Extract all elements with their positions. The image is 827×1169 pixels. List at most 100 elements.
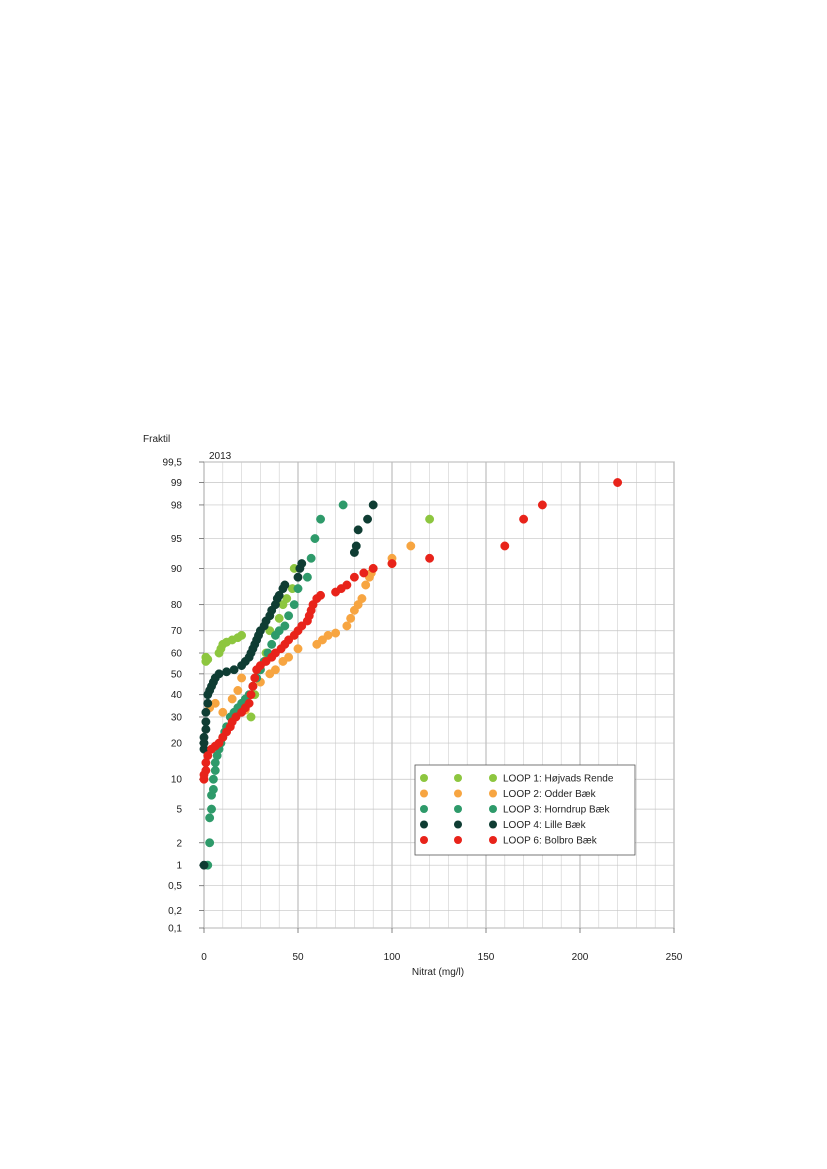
legend-marker	[489, 789, 497, 798]
data-point	[323, 630, 333, 640]
data-point	[351, 541, 361, 551]
data-point	[289, 600, 299, 610]
data-point	[248, 681, 258, 691]
data-point	[205, 813, 215, 823]
legend: LOOP 1: Højvads Rende LOOP 2: Odder Bæk LO…	[414, 764, 636, 856]
y-tick-label: 5	[176, 805, 182, 816]
data-point	[306, 553, 316, 563]
data-point	[229, 665, 239, 675]
legend-marker	[454, 805, 462, 813]
legend-label: LOOP 4: Lille Bæk	[503, 820, 587, 831]
data-point	[201, 717, 211, 727]
data-point	[425, 514, 435, 524]
x-tick-label: 150	[478, 952, 495, 963]
data-point	[310, 534, 320, 544]
data-point	[250, 673, 260, 683]
legend-marker	[420, 774, 428, 782]
data-point	[270, 665, 280, 675]
data-point	[519, 514, 529, 524]
data-point	[246, 690, 256, 700]
legend-marker	[420, 789, 428, 798]
y-tick-label: 60	[171, 649, 183, 660]
series-3	[203, 500, 348, 870]
legend-marker	[420, 805, 428, 813]
data-point	[274, 626, 284, 636]
data-point	[353, 525, 363, 535]
data-point	[244, 698, 254, 708]
data-point	[201, 707, 211, 717]
data-point	[338, 500, 348, 510]
legend-label: LOOP 3: Horndrup Bæk	[503, 805, 611, 816]
y-tick-label: 98	[171, 500, 183, 511]
data-point	[331, 628, 341, 638]
y-tick-label: 70	[171, 626, 183, 637]
legend-label: LOOP 1: Højvads Rende	[503, 774, 614, 785]
y-tick-label: 99	[171, 478, 183, 489]
data-point	[537, 500, 547, 510]
x-axis-label: Nitrat (mg/l)	[412, 967, 464, 978]
y-tick-label: 1	[176, 861, 182, 872]
data-point	[368, 500, 378, 510]
data-point	[284, 611, 294, 621]
data-point	[280, 580, 290, 590]
data-point	[207, 804, 216, 814]
data-point	[205, 838, 215, 848]
data-point	[237, 673, 247, 683]
legend-marker	[489, 774, 497, 782]
data-point	[210, 766, 220, 775]
data-point	[500, 541, 510, 551]
data-point	[214, 669, 224, 679]
legend-marker	[489, 805, 497, 813]
data-point	[349, 572, 359, 582]
data-point	[425, 553, 435, 563]
data-point	[233, 686, 243, 695]
tick-labels: 0 50 100 150 200 250 0,1 0,2 0,5 1 2 5 10 20 30 40 50 60 7…	[163, 458, 683, 964]
data-point	[297, 559, 307, 569]
data-point	[280, 621, 290, 631]
y-axis-label: Fraktil	[143, 434, 170, 445]
data-point	[199, 732, 209, 742]
data-point	[222, 667, 232, 677]
y-tick-label: 90	[171, 564, 183, 575]
data-point	[218, 707, 228, 717]
y-tick-label: 95	[171, 534, 183, 545]
legend-marker	[420, 836, 428, 844]
data-point	[210, 698, 220, 708]
legend-marker	[489, 820, 497, 829]
data-point	[284, 652, 294, 662]
data-point	[357, 594, 367, 604]
data-point	[201, 766, 211, 775]
data-point	[293, 572, 303, 582]
y-tick-label: 0,1	[168, 924, 182, 935]
x-tick-label: 250	[666, 952, 683, 963]
data-point	[203, 654, 213, 664]
y-tick-label: 50	[171, 669, 183, 680]
grid	[203, 461, 675, 929]
data-point	[297, 621, 307, 631]
data-point	[227, 694, 237, 704]
legend-marker	[489, 836, 497, 844]
data-point	[282, 594, 292, 604]
y-tick-label: 40	[171, 690, 183, 701]
x-tick-label: 100	[384, 952, 401, 963]
data-point	[363, 514, 373, 524]
y-tick-label: 80	[171, 600, 183, 611]
series-5	[199, 478, 623, 784]
data-point	[246, 712, 256, 722]
x-tick-label: 50	[292, 952, 304, 963]
series-4	[199, 500, 378, 870]
data-point	[201, 724, 211, 734]
chart-title: 2013	[209, 451, 232, 462]
legend-marker	[454, 820, 462, 829]
y-tick-label: 20	[171, 739, 183, 750]
legend-marker	[454, 789, 462, 798]
data-point	[267, 639, 277, 649]
legend-marker	[454, 836, 462, 844]
y-tick-label: 99,5	[163, 458, 183, 469]
series-2	[205, 541, 416, 717]
data-point	[316, 514, 326, 524]
y-tick-label: 10	[171, 775, 183, 786]
data-point	[361, 580, 371, 590]
legend-label: LOOP 2: Odder Bæk	[503, 789, 597, 800]
data-point	[199, 860, 209, 870]
